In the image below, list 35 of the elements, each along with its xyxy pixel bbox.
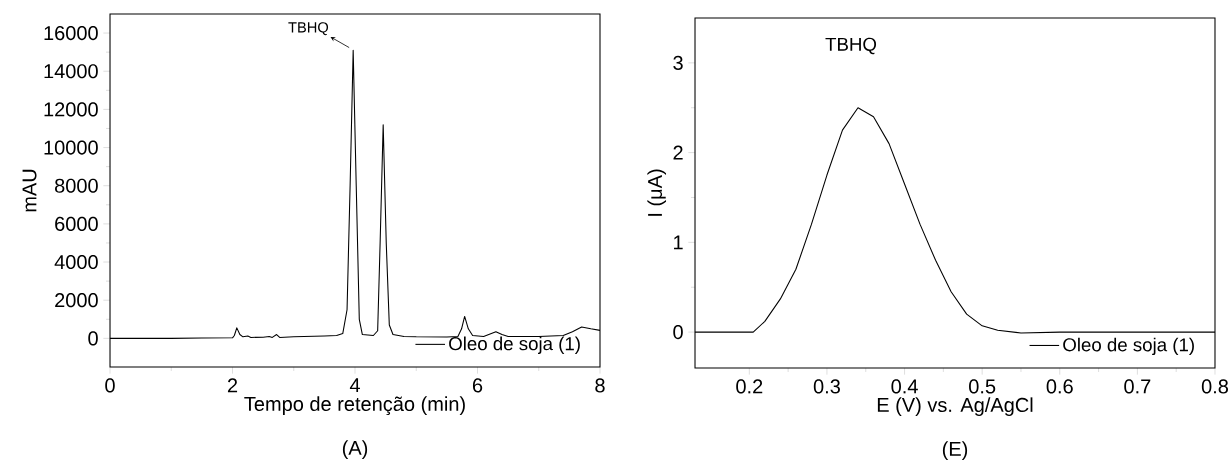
x-tick-label: 2	[227, 378, 238, 393]
x-axis-title: E (V) vs. Ag/AgCl	[877, 397, 1033, 416]
y-tick-label: 4000	[54, 254, 98, 270]
y-tick-label: 16000	[44, 25, 98, 41]
y-tick-label: 1	[674, 235, 683, 250]
text: (A)	[342, 440, 368, 459]
text: (E)	[942, 441, 968, 460]
x-tick-label: 0.8	[1201, 379, 1229, 394]
x-tick-label: 0.6	[1046, 379, 1073, 394]
y-tick-label: 10000	[44, 140, 98, 155]
legend-label: Oleo de soja (1)	[449, 336, 580, 354]
x-tick-label: 4	[349, 378, 360, 393]
y-axis-title: mAU	[22, 169, 37, 212]
legend-label: Oleo de soja (1)	[1063, 337, 1194, 356]
x-tick-label: 0.4	[891, 379, 918, 394]
y-tick-label: 0	[88, 331, 98, 346]
y-tick-label: 12000	[44, 102, 98, 117]
y-tick-label: 2000	[55, 293, 98, 308]
x-tick-label: 6	[472, 378, 483, 393]
x-tick-label: 0.7	[1124, 379, 1151, 394]
x-tick-label: 8	[595, 378, 605, 393]
y-tick-label: 2	[673, 145, 683, 160]
y-tick-label: 6000	[55, 216, 98, 231]
annotation: TBHQ	[288, 22, 329, 36]
x-tick-label: 0.2	[736, 379, 763, 394]
x-axis-title: Tempo de retenção (min)	[244, 396, 465, 416]
x-tick-label: 0	[105, 378, 115, 393]
y-tick-label: 14000	[44, 64, 98, 79]
y-tick-label: 3	[673, 55, 683, 70]
y-tick-label: 0	[673, 325, 683, 340]
annotation: TBHQ	[825, 37, 877, 55]
x-tick-label: 0.5	[969, 379, 996, 394]
y-tick-label: 8000	[55, 178, 98, 193]
y-axis-title: I (μA)	[647, 169, 667, 216]
x-tick-label: 0.3	[813, 379, 840, 394]
